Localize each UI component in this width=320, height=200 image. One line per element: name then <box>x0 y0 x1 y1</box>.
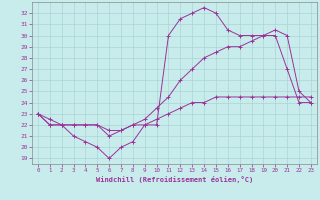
X-axis label: Windchill (Refroidissement éolien,°C): Windchill (Refroidissement éolien,°C) <box>96 176 253 183</box>
